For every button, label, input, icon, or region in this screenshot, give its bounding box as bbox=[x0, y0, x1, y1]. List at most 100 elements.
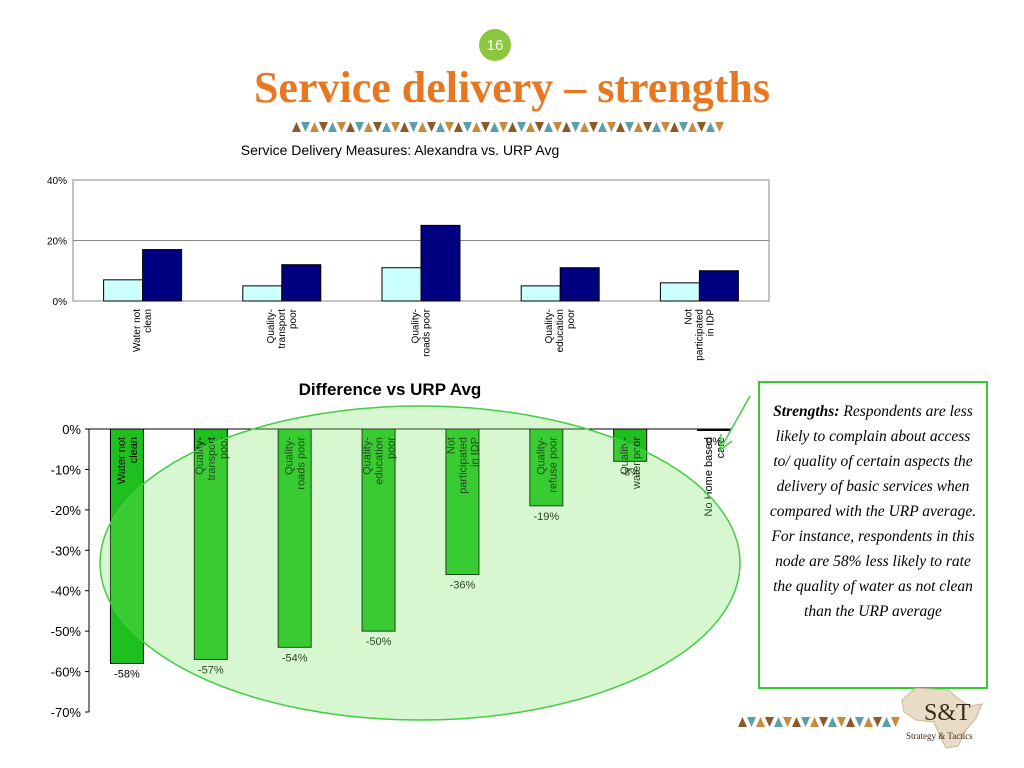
chart2-bar bbox=[361, 428, 396, 632]
zigzag-triangle bbox=[382, 122, 391, 132]
chart1-y-tick-label: 20% bbox=[47, 237, 67, 248]
zigzag-triangle bbox=[535, 122, 544, 132]
zigzag-triangle bbox=[310, 122, 319, 132]
chart1-x-tick-label: Quality-transportpoor bbox=[266, 308, 299, 348]
chart2-x-tick-label: Notparticipatedin IDP bbox=[445, 437, 481, 494]
zigzag-triangle bbox=[855, 717, 864, 727]
zigzag-triangle bbox=[328, 122, 337, 132]
highlight-ellipse bbox=[99, 405, 741, 721]
slide-number: 16 bbox=[486, 36, 504, 54]
zigzag-triangle bbox=[544, 122, 553, 132]
chart2-data-label: -8% bbox=[620, 466, 640, 478]
zigzag-triangle bbox=[670, 122, 679, 132]
zigzag-triangle bbox=[598, 122, 607, 132]
pointer-arrow-line bbox=[721, 395, 751, 447]
decorative-triangle-border-bottom bbox=[738, 717, 900, 727]
zigzag-triangle bbox=[625, 122, 634, 132]
chart1-y-tick-label: 40% bbox=[47, 176, 67, 187]
zigzag-triangle bbox=[355, 122, 364, 132]
service-delivery-bar-chart: 0% 20% 40% Water notclean Quality-transportp… bbox=[47, 176, 770, 361]
zigzag-triangle bbox=[616, 122, 625, 132]
zigzag-triangle bbox=[679, 122, 688, 132]
zigzag-triangle bbox=[373, 122, 382, 132]
zigzag-triangle bbox=[765, 717, 774, 727]
zigzag-triangle bbox=[891, 717, 900, 727]
zigzag-triangle bbox=[873, 717, 882, 727]
zigzag-triangle bbox=[319, 122, 328, 132]
chart2-x-tick-label: Quality-transportpoor bbox=[194, 437, 230, 481]
zigzag-triangle bbox=[391, 122, 400, 132]
chart1-bar bbox=[281, 264, 322, 302]
chart1-bar bbox=[420, 224, 461, 302]
zigzag-triangle bbox=[553, 122, 562, 132]
chart2-x-tick-label: Quality-refuse poor bbox=[535, 437, 559, 493]
zigzag-triangle bbox=[409, 122, 418, 132]
chart1-bar bbox=[698, 270, 739, 302]
zigzag-triangle bbox=[706, 122, 715, 132]
chart1-x-tick-label: Quality-educationpoor bbox=[544, 308, 577, 352]
zigzag-triangle bbox=[364, 122, 373, 132]
chart2-data-label: -54% bbox=[282, 652, 308, 664]
strengths-callout: Strengths: Respondents are less likely t… bbox=[758, 381, 988, 689]
zigzag-triangle bbox=[783, 717, 792, 727]
chart2-y-tick-label: -20% bbox=[51, 503, 82, 518]
zigzag-triangle bbox=[454, 122, 463, 132]
zigzag-triangle bbox=[864, 717, 873, 727]
zigzag-triangle bbox=[418, 122, 427, 132]
zigzag-triangle bbox=[738, 717, 747, 727]
chart1-bar bbox=[381, 267, 422, 302]
zigzag-triangle bbox=[481, 122, 490, 132]
zigzag-triangle bbox=[634, 122, 643, 132]
zigzag-triangle bbox=[436, 122, 445, 132]
chart2-y-tick-label: -40% bbox=[51, 584, 82, 599]
decorative-triangle-border bbox=[292, 122, 724, 132]
zigzag-triangle bbox=[607, 122, 616, 132]
chart2-data-label: -36% bbox=[450, 580, 476, 592]
chart2-y-tick-label: 0% bbox=[62, 422, 81, 437]
zigzag-triangle bbox=[292, 122, 301, 132]
zigzag-triangle bbox=[400, 122, 409, 132]
zigzag-triangle bbox=[463, 122, 472, 132]
zigzag-triangle bbox=[774, 717, 783, 727]
zigzag-triangle bbox=[589, 122, 598, 132]
logo-tagline: Strategy & Tactics bbox=[906, 731, 973, 741]
zigzag-triangle bbox=[580, 122, 589, 132]
chart2-y-tick-label: -70% bbox=[51, 705, 82, 720]
chart2-data-label: -58% bbox=[114, 668, 140, 680]
zigzag-triangle bbox=[882, 717, 891, 727]
zigzag-triangle bbox=[792, 717, 801, 727]
zigzag-triangle bbox=[846, 717, 855, 727]
zigzag-triangle bbox=[517, 122, 526, 132]
chart2-data-label: -19% bbox=[533, 511, 559, 523]
zigzag-triangle bbox=[490, 122, 499, 132]
slide-number-badge: 16 bbox=[479, 29, 511, 61]
chart2-x-tick-label: Water notclean bbox=[116, 437, 140, 484]
zigzag-triangle bbox=[427, 122, 436, 132]
zigzag-triangle bbox=[526, 122, 535, 132]
chart1-x-tick-label: Notparticipatedin IDP bbox=[683, 309, 716, 361]
zigzag-triangle bbox=[499, 122, 508, 132]
chart2-bar bbox=[529, 428, 564, 507]
callout-body: Respondents are less likely to complain … bbox=[769, 403, 977, 620]
zigzag-triangle bbox=[801, 717, 810, 727]
chart2-y-tick-label: -10% bbox=[51, 462, 82, 477]
chart1-y-tick-label: 0% bbox=[53, 297, 68, 308]
zigzag-triangle bbox=[643, 122, 652, 132]
chart2-data-label: -50% bbox=[366, 636, 392, 648]
pointer-arrow-head bbox=[719, 433, 733, 452]
zigzag-triangle bbox=[819, 717, 828, 727]
zigzag-triangle bbox=[445, 122, 454, 132]
chart2-y-tick-label: -50% bbox=[51, 624, 82, 639]
zigzag-triangle bbox=[837, 717, 846, 727]
zigzag-triangle bbox=[688, 122, 697, 132]
zigzag-triangle bbox=[828, 717, 837, 727]
chart2-data-label: -57% bbox=[198, 664, 224, 676]
chart2-x-tick-label: Quality-educationpoor bbox=[362, 437, 398, 485]
chart2-data-label: 0% bbox=[706, 436, 722, 448]
zigzag-triangle bbox=[562, 122, 571, 132]
chart1-x-tick-label: Quality-roads poor bbox=[411, 308, 433, 356]
chart1-x-tick-label: Water notclean bbox=[132, 309, 154, 352]
chart2-x-tick-label: Quality-water poor bbox=[619, 437, 643, 490]
callout-heading: Strengths: bbox=[773, 403, 840, 420]
chart2-bar bbox=[277, 428, 312, 648]
